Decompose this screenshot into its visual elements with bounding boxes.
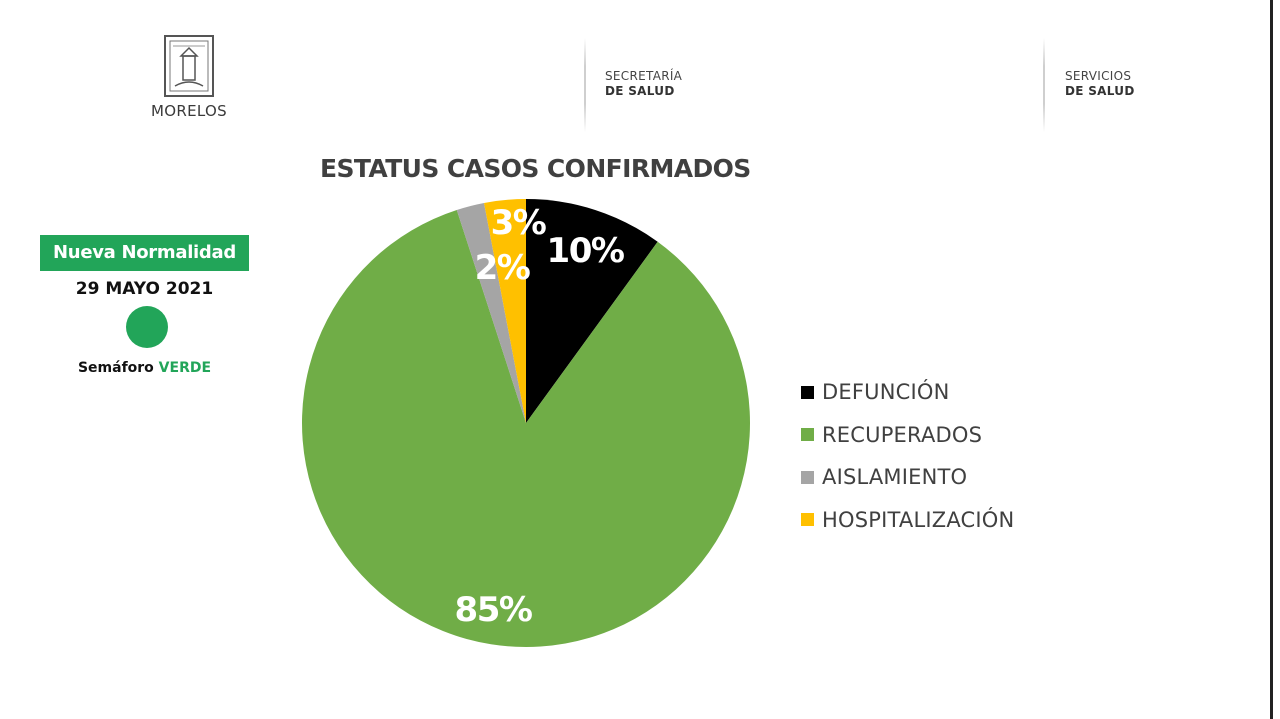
legend-label: RECUPERADOS	[822, 422, 983, 447]
slice-label-1: 85%	[455, 590, 532, 630]
legend-label: AISLAMIENTO	[822, 465, 968, 490]
header-divider	[584, 38, 586, 132]
pie-slice-0	[526, 199, 658, 423]
pie-slice-3	[484, 199, 526, 423]
pie-slice-2	[456, 202, 526, 423]
agency-secretaria-line2: DE SALUD	[605, 84, 675, 98]
logo-name: MORELOS	[151, 102, 227, 120]
legend-item-1: RECUPERADOS	[801, 414, 1014, 457]
chart-legend: DEFUNCIÓN RECUPERADOS AISLAMIENTO HOSPITALI…	[801, 371, 1014, 541]
semaforo-status: Semáforo VERDE	[40, 360, 249, 376]
agency-servicios-line2: DE SALUD	[1065, 84, 1135, 98]
header-divider	[1043, 38, 1045, 132]
legend-swatch	[801, 428, 814, 442]
morelos-logo: MORELOS	[144, 34, 234, 120]
edge-line	[1270, 0, 1273, 719]
slice-label-2: 2%	[475, 248, 530, 288]
legend-label: HOSPITALIZACIÓN	[822, 507, 1015, 532]
semaforo-prefix: Semáforo	[77, 360, 159, 376]
legend-item-3: HOSPITALIZACIÓN	[801, 499, 1014, 542]
agency-secretaria: SECRETARÍA DE SALUD	[605, 69, 682, 99]
legend-item-2: AISLAMIENTO	[801, 456, 1014, 499]
slice-label-0: 10%	[547, 231, 624, 271]
legend-swatch	[801, 470, 814, 484]
slice-label-3: 3%	[491, 203, 546, 243]
legend-swatch	[801, 385, 814, 399]
phase-date: 29 MAYO 2021	[75, 279, 214, 299]
legend-item-0: DEFUNCIÓN	[801, 371, 1014, 414]
semaforo-color-word: VERDE	[158, 360, 212, 376]
phase-badge: Nueva Normalidad	[40, 235, 249, 271]
pie-slice-1	[301, 209, 750, 648]
legend-swatch	[801, 513, 814, 527]
chart-title: ESTATUS CASOS CONFIRMADOS	[320, 154, 751, 183]
traffic-light-dot	[126, 306, 168, 348]
morelos-seal-icon	[164, 35, 214, 97]
agency-servicios: SERVICIOS DE SALUD	[1065, 69, 1135, 99]
agency-secretaria-line1: SECRETARÍA	[605, 69, 683, 83]
agency-servicios-line1: SERVICIOS	[1065, 69, 1132, 83]
legend-label: DEFUNCIÓN	[822, 380, 950, 405]
